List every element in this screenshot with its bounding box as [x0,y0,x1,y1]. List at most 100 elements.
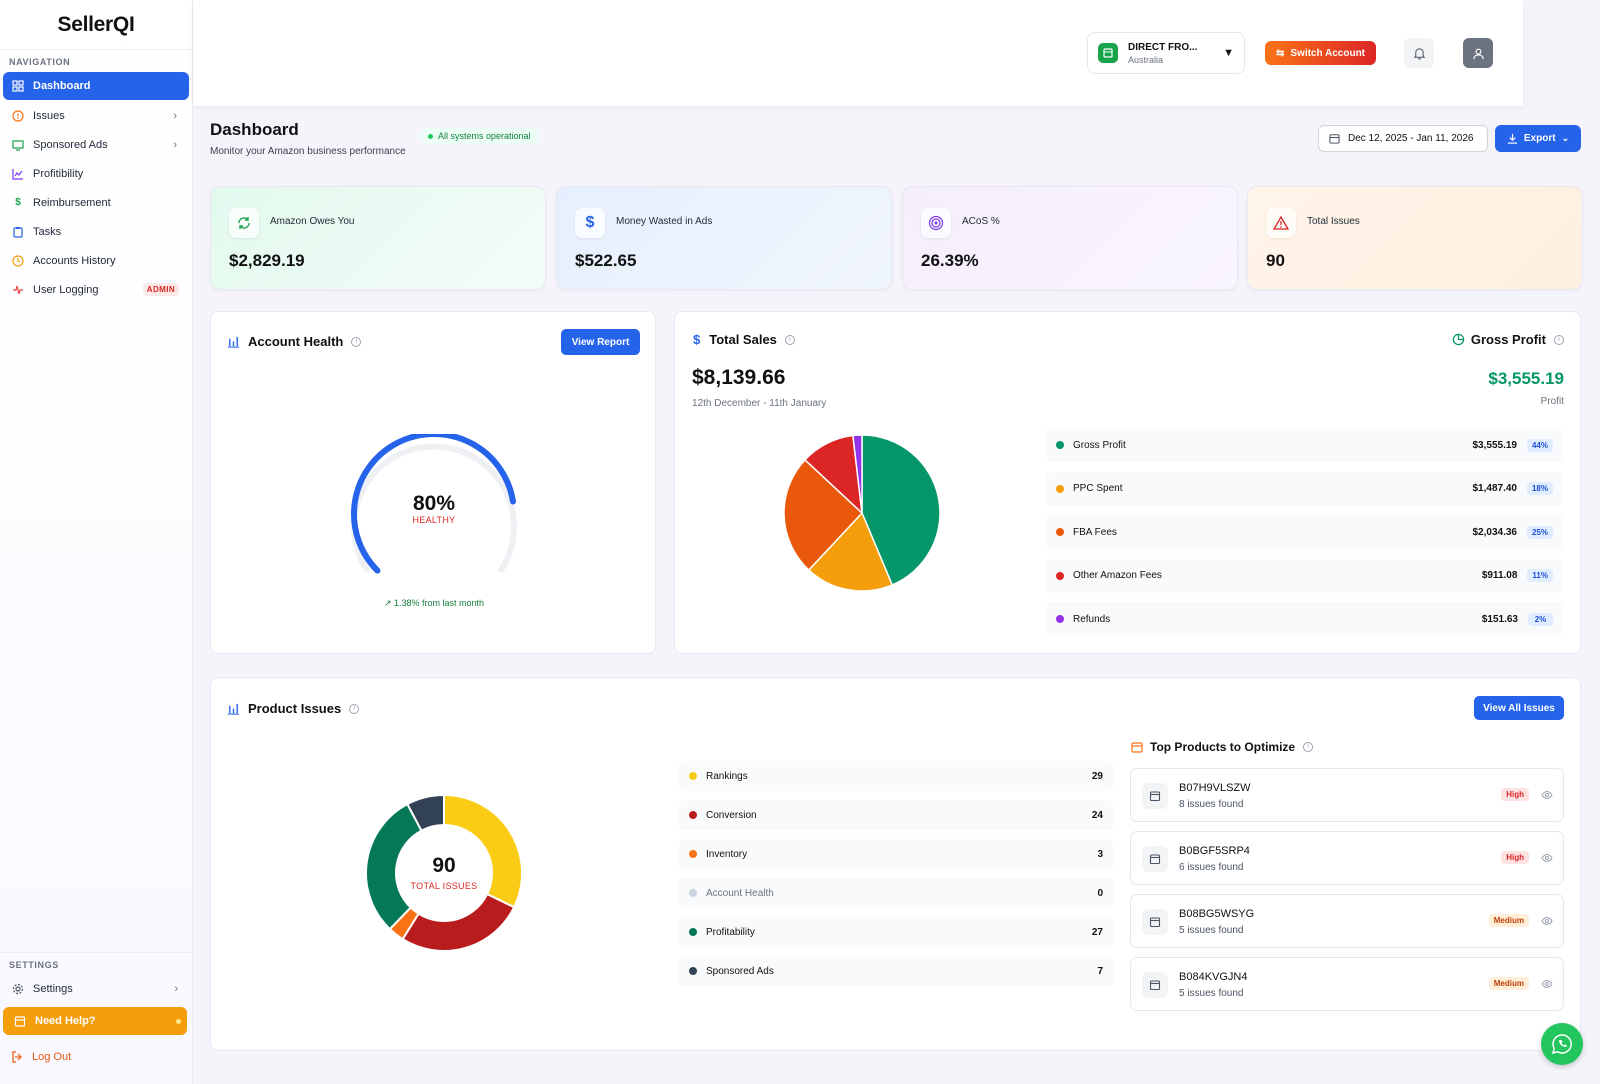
info-icon[interactable]: i [349,703,360,714]
kpi-label: ACoS % [962,216,1000,227]
export-label: Export [1523,133,1556,144]
eye-icon[interactable] [1541,915,1553,930]
legend-value: $1,487.40 [1472,483,1517,494]
logout-button[interactable]: Log Out [10,1050,71,1064]
info-icon[interactable]: i [1554,334,1564,345]
health-trend-text: 1.38% from last month [394,598,485,608]
target-icon [921,208,951,238]
product-card[interactable]: B07H9VLSZW 8 issues found High [1130,768,1564,822]
health-percent: 80% [412,492,456,515]
health-gauge [351,434,517,574]
line-chart-icon [11,167,25,181]
issue-category-label: Rankings [706,770,748,782]
sidebar-item-profitibility[interactable]: Profitibility [3,160,189,187]
issue-category-row[interactable]: Inventory 3 [679,839,1113,869]
sidebar-item-accounts-history[interactable]: Accounts History [3,247,189,274]
status-badge: All systems operational [420,128,539,144]
product-card[interactable]: B08BG5WSYG 5 issues found Medium [1130,894,1564,948]
logout-icon [10,1050,24,1064]
account-health-title-row: Account Health i [227,334,362,349]
gross-profit-value: $3,555.19 [1488,369,1564,388]
pie-slice-gross-profit [861,434,941,586]
legend-dot [689,811,697,819]
sidebar-item-dashboard[interactable]: Dashboard [3,72,189,100]
legend-label: Other Amazon Fees [1073,570,1162,581]
donut-slice-conversion [401,892,516,952]
avatar[interactable] [1463,38,1493,68]
bar-chart-icon [227,703,240,715]
legend-value: $3,555.19 [1472,439,1517,451]
legend-label: Refunds [1073,613,1111,625]
sidebar-item-label: Reimbursement [33,196,111,209]
product-asin: B07H9VLSZW [1179,782,1251,794]
info-icon[interactable]: i [784,334,795,345]
notifications-button[interactable] [1404,38,1434,68]
sidebar-item-user-logging[interactable]: User Logging ADMIN [3,276,189,303]
kpi-value: 90 [1266,251,1285,270]
issue-category-count: 7 [1097,965,1103,977]
eye-icon[interactable] [1541,978,1553,993]
issue-category-row[interactable]: Rankings 29 [679,761,1113,791]
product-card[interactable]: B0BGF5SRP4 6 issues found High [1130,831,1564,885]
sidebar-item-label: Dashboard [33,80,91,92]
info-icon[interactable]: i [351,336,362,347]
box-icon [1142,909,1168,935]
pie-chart-icon [1452,333,1465,346]
kpi-label: Amazon Owes You [270,216,355,227]
issue-category-count: 0 [1097,887,1103,899]
caret-down-icon: ▼ [1223,47,1234,59]
sidebar-item-label: Settings [33,982,73,995]
info-icon[interactable]: i [1303,742,1314,752]
refresh-icon [229,208,259,238]
alert-circle-icon [11,109,25,123]
total-sales-title-row: $ Total Sales i [693,332,795,347]
priority-badge: High [1501,788,1529,801]
whatsapp-chat-button[interactable] [1541,1023,1583,1065]
switch-account-button[interactable]: ⇆ Switch Account [1265,41,1376,65]
legend-dot [1056,571,1064,580]
priority-badge: High [1501,851,1529,864]
product-card[interactable]: B084KVGJN4 5 issues found Medium [1130,957,1564,1011]
total-sales-value: $8,139.66 [692,366,786,389]
dollar-icon: $ [575,208,605,238]
eye-icon[interactable] [1541,852,1553,867]
chevron-right-icon: › [173,138,177,151]
issue-category-row[interactable]: Account Health 0 [679,878,1113,908]
whatsapp-icon [1551,1034,1572,1055]
sidebar-item-settings[interactable]: Settings › [3,975,190,1002]
sidebar-item-reimbursement[interactable]: $ Reimbursement [3,189,189,216]
issue-category-count: 29 [1091,770,1103,782]
gross-profit-title-row: Gross Profit i [1452,332,1564,347]
app-logo: SellerQI [0,0,192,50]
view-all-issues-button[interactable]: View All Issues [1474,696,1564,720]
account-selector[interactable]: DIRECT FRO... Australia ▼ [1087,32,1245,74]
issue-category-count: 3 [1097,848,1103,860]
view-report-button[interactable]: View Report [561,329,640,355]
date-range-picker[interactable]: Dec 12, 2025 - Jan 11, 2026 [1318,125,1488,152]
sidebar-item-tasks[interactable]: Tasks [3,218,189,245]
box-icon [1142,972,1168,998]
eye-icon[interactable] [1541,789,1553,804]
sidebar-item-sponsored-ads[interactable]: Sponsored Ads › [3,131,189,158]
sidebar-item-label: User Logging [33,283,99,296]
need-help-button[interactable]: Need Help? [3,1007,187,1035]
health-trend: ↗ 1.38% from last month [211,598,657,609]
kpi-label: Total Issues [1307,216,1360,227]
issue-category-row[interactable]: Conversion 24 [679,800,1113,830]
kpi-card-money-wasted: $ Money Wasted in Ads $522.65 [556,186,892,290]
issue-category-row[interactable]: Sponsored Ads 7 [679,956,1113,986]
issue-category-label: Sponsored Ads [706,965,774,977]
gear-icon [11,982,25,996]
legend-percent: 25% [1526,525,1553,539]
export-button[interactable]: Export ⌄ [1495,125,1581,152]
page-subtitle: Monitor your Amazon business performance [210,146,406,157]
kpi-value: $2,829.19 [229,251,305,270]
sales-legend-row: Refunds $151.63 2% [1046,602,1563,636]
product-issue-count: 6 issues found [1179,862,1244,873]
sidebar-item-issues[interactable]: Issues › [3,102,189,129]
issue-category-row[interactable]: Profitability 27 [679,917,1113,947]
total-sales-title: Total Sales [709,332,777,347]
total-sales-period: 12th December - 11th January [692,398,827,409]
legend-dot [689,850,697,858]
sales-legend-row: Gross Profit $3,555.19 44% [1046,428,1563,462]
